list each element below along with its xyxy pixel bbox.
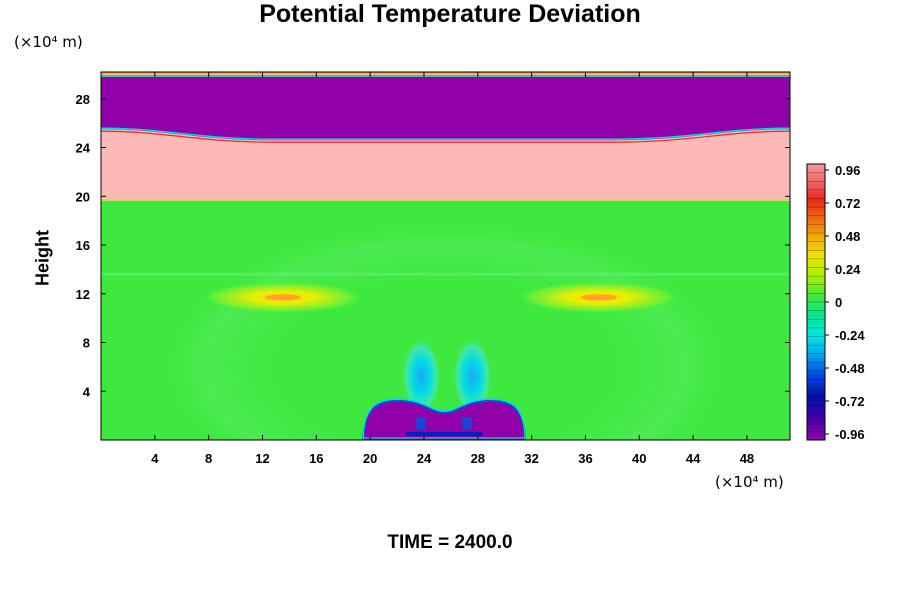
colorbar-tick-label: 0.72	[835, 196, 860, 211]
time-label: TIME = 2400.0	[387, 532, 513, 553]
middle-warm-band	[101, 129, 790, 200]
colorbar-tick-label: -0.48	[835, 361, 865, 376]
colorbar-tick-label: 0.96	[835, 163, 860, 178]
plume-0	[401, 336, 442, 417]
colorbar-tick-label: 0	[835, 295, 842, 310]
y-tick-label: 8	[83, 336, 90, 351]
y-tick-label: 4	[83, 384, 91, 399]
band-edge-red	[101, 130, 790, 143]
colorbar-tick-label: 0.24	[835, 262, 861, 277]
x-tick-label: 44	[686, 451, 701, 466]
cold-dome-inner-line	[406, 432, 483, 436]
x-tick-label: 40	[632, 451, 646, 466]
x-tick-label: 8	[205, 451, 212, 466]
chart-title: Potential Temperature Deviation	[259, 0, 641, 28]
x-tick-label: 32	[524, 451, 538, 466]
colorbar-tick-label: -0.72	[835, 394, 865, 409]
y-tick-label: 28	[76, 92, 90, 107]
warm-anomaly-left-core	[264, 294, 301, 301]
colorbar: 0.96 0.72 0.48 0.24 0 -0.24 -0.48 -0.72 -0.96	[806, 163, 865, 442]
x-tick-label: 20	[363, 451, 377, 466]
warm-anomaly-right-core	[580, 294, 617, 301]
colorbar-tick-label: -0.96	[835, 427, 865, 442]
band-edge-cyan	[101, 127, 790, 140]
x-tick-label: 36	[578, 451, 592, 466]
x-tick-label: 4	[151, 451, 159, 466]
x-tick-label: 24	[417, 451, 432, 466]
colorbar-tick-label: 0.48	[835, 229, 860, 244]
x-tick-label: 48	[740, 451, 754, 466]
cold-dome	[362, 400, 526, 440]
background-halo	[162, 220, 729, 440]
top-stripe	[101, 72, 790, 77]
x-tick-label: 12	[255, 451, 269, 466]
cold-dome-edge	[362, 398, 526, 439]
cold-dome-inner-right	[462, 417, 473, 430]
y-tick-label: 20	[76, 189, 90, 204]
x-tick-label: 28	[471, 451, 485, 466]
colorbar-tick-label: -0.24	[835, 328, 865, 343]
y-tick-label: 12	[76, 287, 90, 302]
plot-area	[101, 72, 790, 440]
plume-1	[452, 336, 493, 417]
y-tick-label: 16	[76, 238, 90, 253]
plot-frame	[100, 71, 791, 441]
y-tick-label: 24	[76, 141, 91, 156]
y-axis-unit: (×10⁴ m)	[14, 33, 83, 51]
upper-cold-band	[101, 76, 790, 141]
x-axis-unit: (×10⁴ m)	[715, 473, 784, 491]
x-tick-label: 16	[309, 451, 323, 466]
cold-dome-inner-left	[416, 417, 427, 430]
